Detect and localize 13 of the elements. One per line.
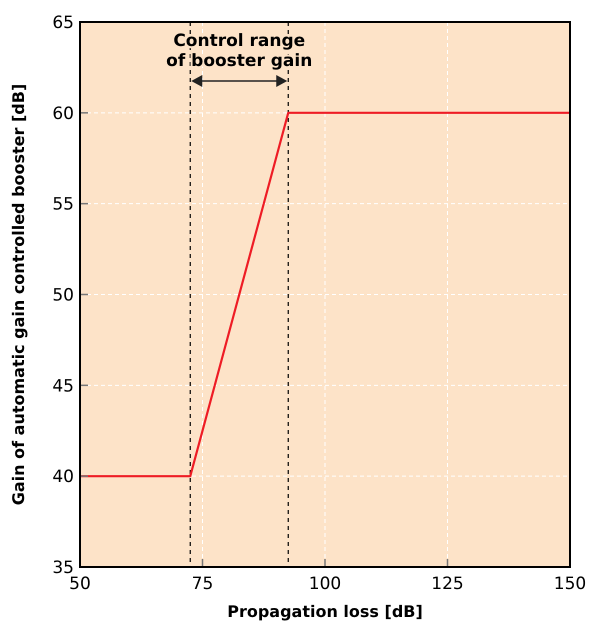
x-tick-label: 75 xyxy=(192,574,214,594)
annotation: Control range of booster gain xyxy=(166,31,312,71)
y-axis-title: Gain of automatic gain controlled booster [dB] xyxy=(9,84,28,506)
y-tick-label: 50 xyxy=(52,286,74,306)
y-tick-label: 55 xyxy=(52,194,74,215)
y-tick-label: 40 xyxy=(52,467,74,488)
x-tick-label: 150 xyxy=(554,574,586,594)
x-tick-label: 125 xyxy=(431,574,464,594)
x-tick-label: 100 xyxy=(308,574,342,594)
y-tick-label: 65 xyxy=(52,13,74,33)
y-tick-label: 60 xyxy=(52,104,74,124)
x-axis-title: Propagation loss [dB] xyxy=(227,602,423,621)
y-tick-label: 45 xyxy=(52,376,74,396)
